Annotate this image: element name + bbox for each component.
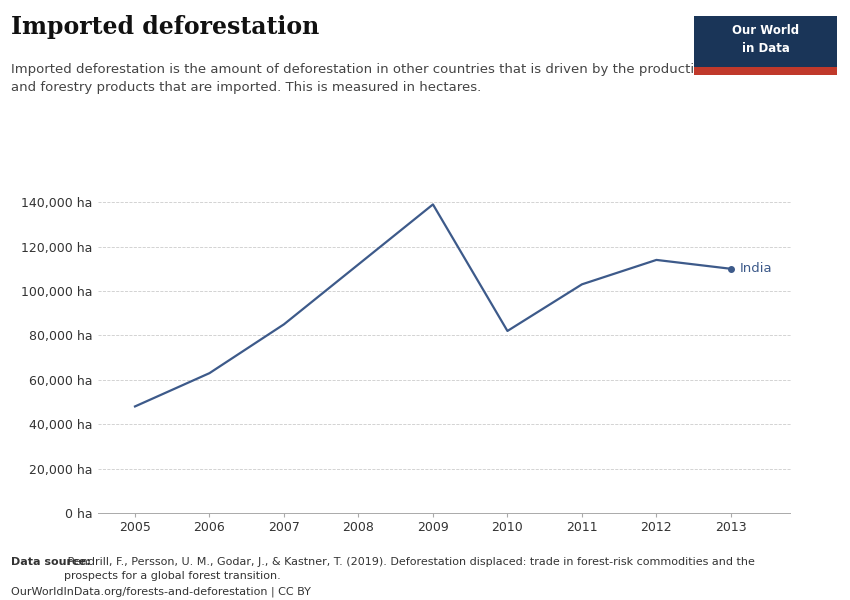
Text: Data source:: Data source:: [11, 557, 91, 567]
Text: Imported deforestation: Imported deforestation: [11, 15, 320, 39]
Text: Pendrill, F., Persson, U. M., Godar, J., & Kastner, T. (2019). Deforestation dis: Pendrill, F., Persson, U. M., Godar, J.,…: [64, 557, 755, 581]
Text: OurWorldInData.org/forests-and-deforestation | CC BY: OurWorldInData.org/forests-and-deforesta…: [11, 587, 311, 598]
Text: India: India: [740, 262, 773, 275]
Text: in Data: in Data: [742, 43, 790, 55]
Text: Our World: Our World: [733, 25, 799, 37]
Text: Imported deforestation is the amount of deforestation in other countries that is: Imported deforestation is the amount of …: [11, 63, 762, 94]
